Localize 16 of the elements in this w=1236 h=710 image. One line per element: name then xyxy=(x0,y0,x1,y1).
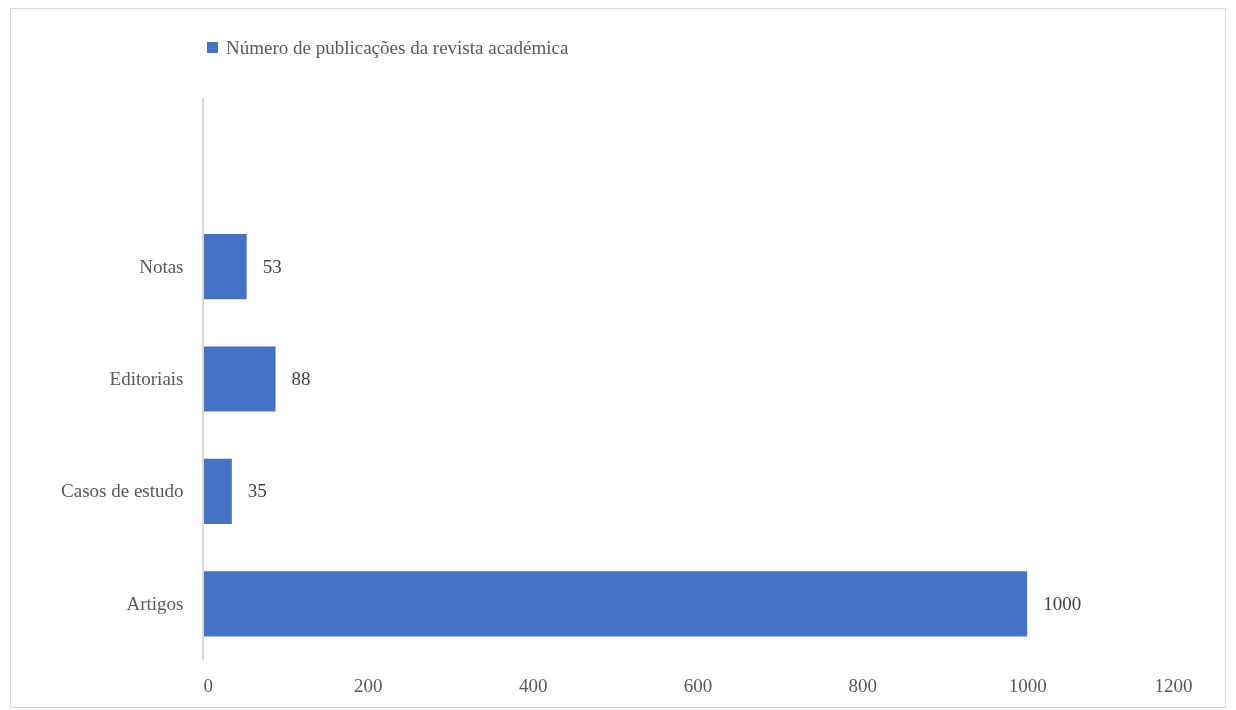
data-label: 35 xyxy=(247,480,267,502)
y-tick-label: Artigos xyxy=(126,592,184,614)
data-label: 53 xyxy=(262,255,282,277)
legend-label: Número de publicações da revista académica xyxy=(226,36,569,58)
data-label: 1000 xyxy=(1043,592,1082,614)
y-tick-label: Editoriais xyxy=(109,368,184,389)
x-tick-label: 0 xyxy=(203,674,213,696)
x-tick-label: 1000 xyxy=(1008,674,1047,696)
x-tick-label: 200 xyxy=(354,674,383,696)
x-tick-label: 1200 xyxy=(1154,674,1193,696)
data-label: 88 xyxy=(291,368,311,389)
y-tick-label: Notas xyxy=(139,255,184,277)
x-tick-label: 600 xyxy=(683,674,713,696)
y-tick-label: Casos de estudo xyxy=(61,480,184,502)
x-tick-label: 800 xyxy=(848,674,878,696)
x-tick-label: 400 xyxy=(518,674,548,696)
